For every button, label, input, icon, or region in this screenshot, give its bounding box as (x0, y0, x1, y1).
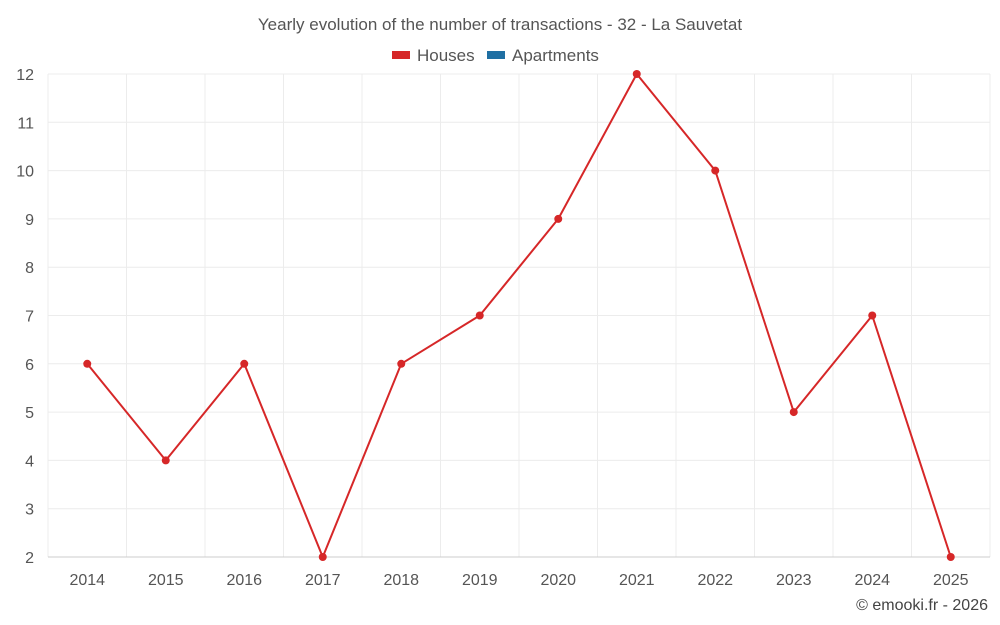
data-point-houses-2021[interactable] (632, 70, 641, 78)
x-tick-label: 2021 (619, 572, 655, 589)
data-point-houses-2023[interactable] (789, 408, 798, 417)
x-tick-label: 2014 (69, 572, 105, 589)
legend-swatch-apartments (487, 51, 505, 59)
x-tick-label: 2025 (933, 572, 969, 589)
y-tick-label: 7 (25, 309, 34, 326)
legend-label-apartments: Apartments (512, 46, 599, 65)
data-point-houses-2025[interactable] (946, 553, 955, 561)
data-point-houses-2017[interactable] (318, 553, 327, 561)
y-tick-label: 6 (25, 357, 34, 374)
x-tick-label: 2018 (383, 572, 419, 589)
x-tick-label: 2023 (776, 572, 812, 589)
legend: Houses Apartments (392, 46, 599, 65)
data-point-houses-2015[interactable] (161, 456, 170, 465)
y-tick-label: 12 (16, 67, 34, 84)
legend-label-houses: Houses (417, 46, 475, 65)
data-point-houses-2019[interactable] (475, 311, 484, 320)
x-tick-label: 2022 (697, 572, 733, 589)
chart-title: Yearly evolution of the number of transa… (258, 15, 742, 34)
x-tick-label: 2017 (305, 572, 341, 589)
data-point-houses-2016[interactable] (240, 359, 249, 368)
legend-item-houses[interactable]: Houses (392, 46, 475, 65)
credit-text: © emooki.fr - 2026 (856, 597, 988, 614)
legend-swatch-houses (392, 51, 410, 59)
data-point-houses-2024[interactable] (868, 311, 877, 320)
x-tick-label: 2019 (462, 572, 498, 589)
y-tick-label: 3 (25, 502, 34, 519)
legend-item-apartments[interactable]: Apartments (487, 46, 599, 65)
y-tick-label: 9 (25, 212, 34, 229)
y-tick-label: 4 (25, 453, 34, 470)
data-point-houses-2022[interactable] (711, 166, 720, 175)
data-point-houses-2018[interactable] (397, 359, 406, 368)
x-tick-label: 2015 (148, 572, 184, 589)
y-axis: 2 3 4 5 6 7 8 9 10 11 12 (16, 67, 34, 567)
y-tick-label: 10 (16, 164, 34, 181)
x-axis: 2014 2015 2016 2017 2018 2019 2020 2021 2022 2023… (48, 556, 990, 589)
series-layer (83, 70, 955, 561)
series-line-houses (86, 73, 952, 558)
x-tick-label: 2024 (854, 572, 890, 589)
x-tick-label: 2016 (226, 572, 262, 589)
y-tick-label: 2 (25, 550, 34, 567)
y-tick-label: 8 (25, 260, 34, 277)
x-tick-label: 2020 (540, 572, 576, 589)
y-tick-label: 5 (25, 405, 34, 422)
data-point-houses-2020[interactable] (554, 214, 563, 223)
grid (47, 73, 991, 558)
data-point-houses-2014[interactable] (83, 359, 92, 368)
y-tick-label: 11 (17, 115, 34, 132)
